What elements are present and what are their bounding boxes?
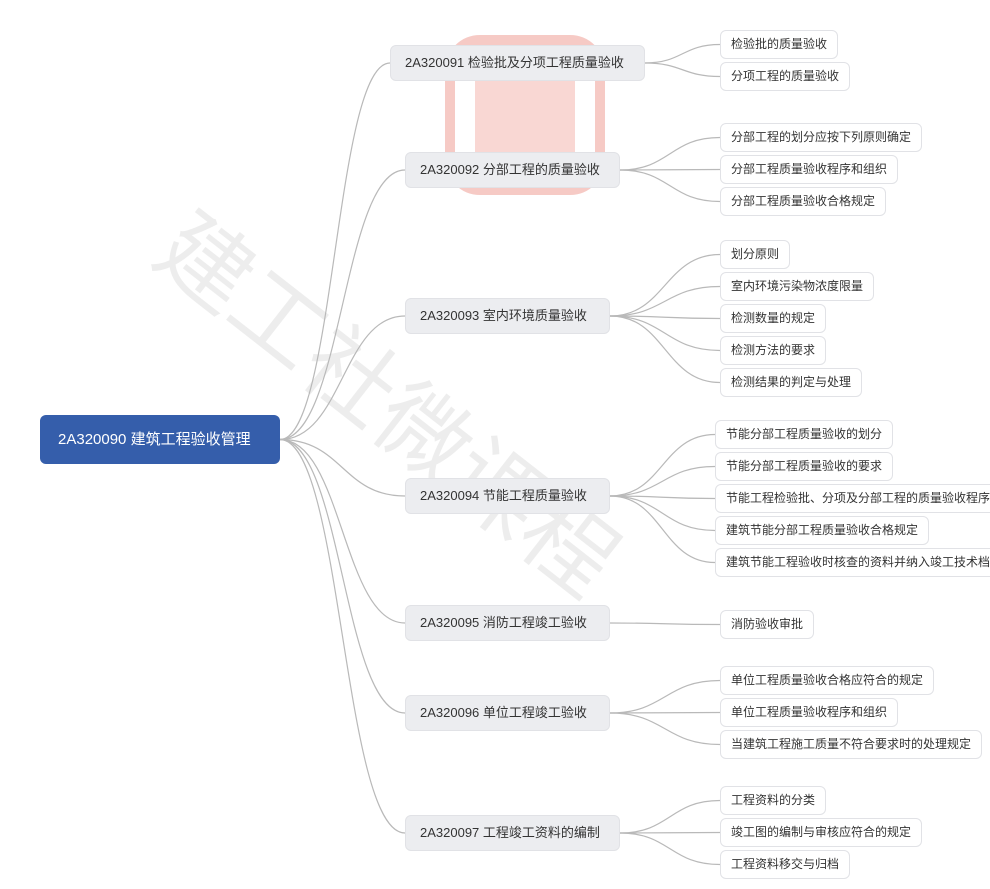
mindmap-branch-b5[interactable]: 2A320095 消防工程竣工验收 <box>405 605 610 641</box>
mindmap-leaf-b2-1[interactable]: 分部工程质量验收程序和组织 <box>720 155 898 184</box>
mindmap-leaf-b3-0[interactable]: 划分原则 <box>720 240 790 269</box>
mindmap-leaf-b1-1[interactable]: 分项工程的质量验收 <box>720 62 850 91</box>
mindmap-branch-b7[interactable]: 2A320097 工程竣工资料的编制 <box>405 815 620 851</box>
mindmap-branch-b2[interactable]: 2A320092 分部工程的质量验收 <box>405 152 620 188</box>
mindmap-leaf-b4-0[interactable]: 节能分部工程质量验收的划分 <box>715 420 893 449</box>
mindmap-branch-b4[interactable]: 2A320094 节能工程质量验收 <box>405 478 610 514</box>
mindmap-root[interactable]: 2A320090 建筑工程验收管理 <box>40 415 280 464</box>
watermark-text: 建工社微课程 <box>138 195 636 615</box>
mindmap-leaf-b6-2[interactable]: 当建筑工程施工质量不符合要求时的处理规定 <box>720 730 982 759</box>
mindmap-leaf-b6-1[interactable]: 单位工程质量验收程序和组织 <box>720 698 898 727</box>
mindmap-branch-b1[interactable]: 2A320091 检验批及分项工程质量验收 <box>390 45 645 81</box>
mindmap-leaf-b2-2[interactable]: 分部工程质量验收合格规定 <box>720 187 886 216</box>
mindmap-leaf-b3-4[interactable]: 检测结果的判定与处理 <box>720 368 862 397</box>
mindmap-leaf-b4-3[interactable]: 建筑节能分部工程质量验收合格规定 <box>715 516 929 545</box>
mindmap-leaf-b3-3[interactable]: 检测方法的要求 <box>720 336 826 365</box>
mindmap-leaf-b4-1[interactable]: 节能分部工程质量验收的要求 <box>715 452 893 481</box>
mindmap-branch-b6[interactable]: 2A320096 单位工程竣工验收 <box>405 695 610 731</box>
mindmap-leaf-b1-0[interactable]: 检验批的质量验收 <box>720 30 838 59</box>
mindmap-leaf-b4-2[interactable]: 节能工程检验批、分项及分部工程的质量验收程序 <box>715 484 990 513</box>
mindmap-leaf-b5-0[interactable]: 消防验收审批 <box>720 610 814 639</box>
mindmap-leaf-b2-0[interactable]: 分部工程的划分应按下列原则确定 <box>720 123 922 152</box>
mindmap-leaf-b6-0[interactable]: 单位工程质量验收合格应符合的规定 <box>720 666 934 695</box>
mindmap-leaf-b3-2[interactable]: 检测数量的规定 <box>720 304 826 333</box>
mindmap-leaf-b7-2[interactable]: 工程资料移交与归档 <box>720 850 850 879</box>
mindmap-leaf-b7-0[interactable]: 工程资料的分类 <box>720 786 826 815</box>
mindmap-leaf-b7-1[interactable]: 竣工图的编制与审核应符合的规定 <box>720 818 922 847</box>
mindmap-branch-b3[interactable]: 2A320093 室内环境质量验收 <box>405 298 610 334</box>
mindmap-leaf-b4-4[interactable]: 建筑节能工程验收时核查的资料并纳入竣工技术档案 <box>715 548 990 577</box>
mindmap-leaf-b3-1[interactable]: 室内环境污染物浓度限量 <box>720 272 874 301</box>
